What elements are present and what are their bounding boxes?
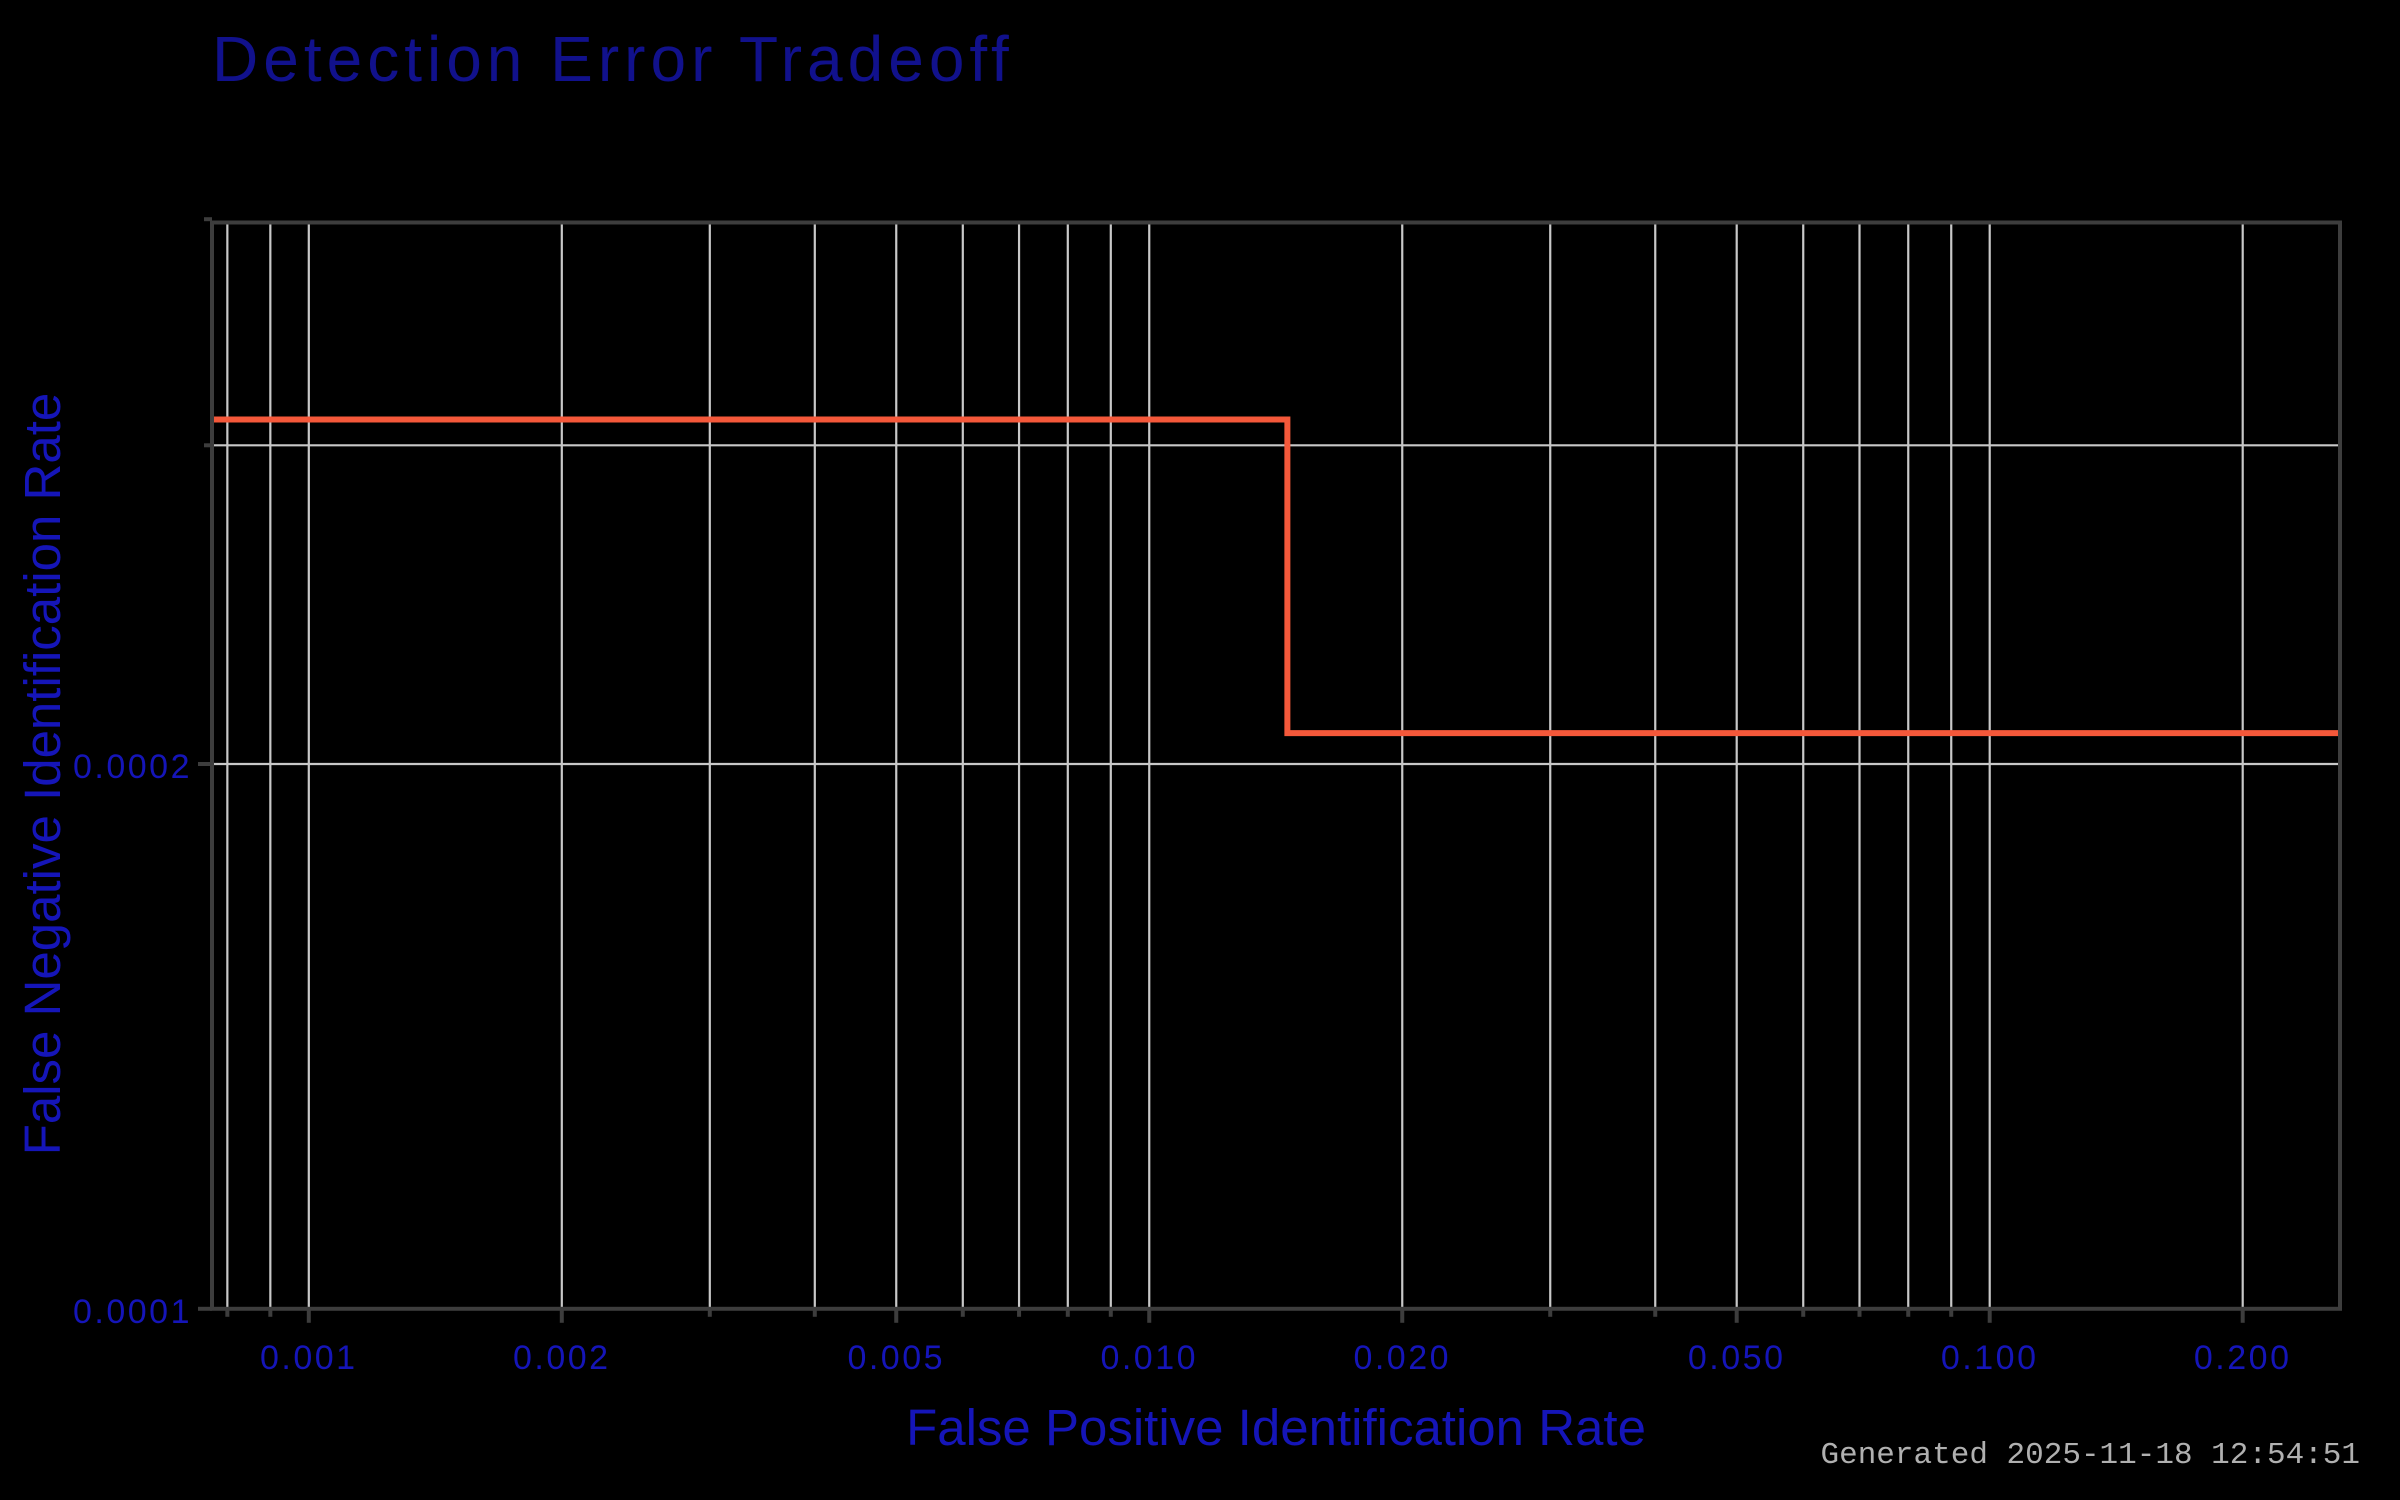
svg-text:0.002: 0.002	[513, 1339, 611, 1377]
svg-text:0.010: 0.010	[1100, 1339, 1198, 1377]
svg-text:0.0001: 0.0001	[73, 1293, 192, 1331]
svg-text:0.001: 0.001	[260, 1339, 358, 1377]
svg-text:0.200: 0.200	[2194, 1339, 2292, 1377]
svg-text:0.020: 0.020	[1353, 1339, 1451, 1377]
svg-text:False Negative Identification: False Negative Identification Rate	[14, 393, 71, 1156]
svg-text:False Positive Identification: False Positive Identification Rate	[906, 1399, 1646, 1456]
svg-text:0.0002: 0.0002	[73, 748, 192, 786]
svg-text:0.050: 0.050	[1688, 1339, 1786, 1377]
svg-text:0.005: 0.005	[847, 1339, 945, 1377]
svg-text:0.100: 0.100	[1941, 1339, 2039, 1377]
